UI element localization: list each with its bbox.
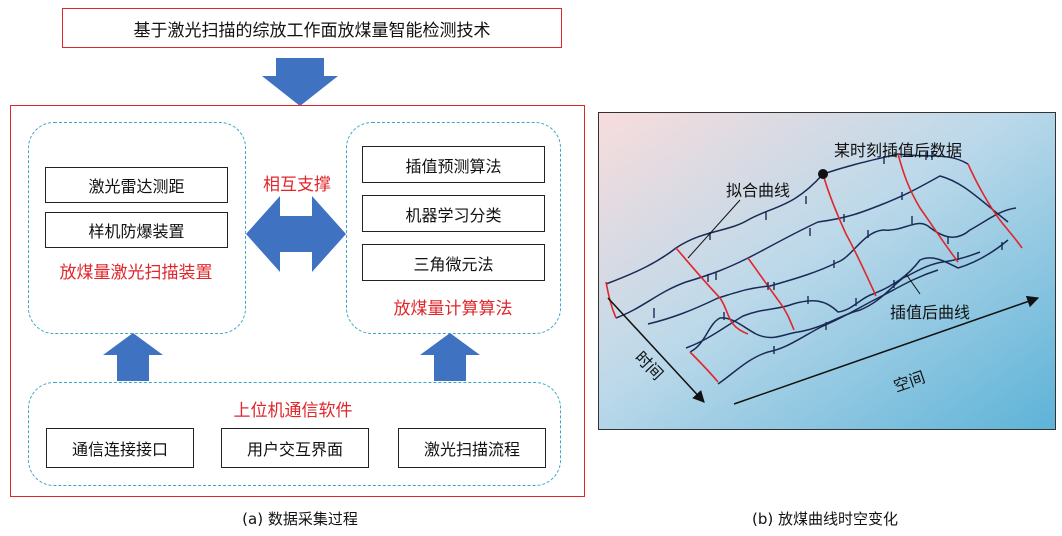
- down-arrow-icon: [262, 58, 338, 106]
- algorithm-group-label: 放煤量计算算法: [393, 299, 513, 319]
- interp-curve-f: [689, 351, 719, 383]
- spatiotemporal-plot: 某时刻插值后数据 拟合曲线 插值后曲线 时间 空间: [598, 112, 1056, 430]
- fit-curve-label: 拟合曲线: [726, 181, 790, 200]
- fit-curves: [605, 153, 1017, 385]
- device-item-lidar: 激光雷达测距: [45, 167, 228, 203]
- interp-curve-e: [967, 163, 1023, 249]
- double-arrow-icon: [246, 196, 346, 272]
- caption-b: (b) 放煤曲线时空变化: [752, 510, 898, 528]
- software-group: [28, 382, 561, 486]
- interp-data-point: [818, 169, 828, 179]
- top-title-box: 基于激光扫描的综放工作面放煤量智能检测技术: [62, 8, 562, 48]
- device-item-explosion-proof: 样机防爆装置: [45, 212, 228, 248]
- algorithm-item-interpolation: 插值预测算法: [362, 146, 545, 183]
- up-arrow-right-icon: [420, 333, 480, 381]
- interp-curve-a: [675, 247, 749, 335]
- interp-curve-b: [747, 257, 795, 331]
- software-item-interface: 通信连接接口: [46, 428, 194, 468]
- interp-curves: [605, 153, 1023, 383]
- fit-curve-leader: [687, 199, 741, 259]
- software-group-label: 上位机通信软件: [233, 401, 353, 421]
- curve-2: [615, 175, 1009, 319]
- top-title: 基于激光扫描的综放工作面放煤量智能检测技术: [133, 20, 491, 41]
- sample-ticks: [653, 152, 1003, 354]
- algorithm-group: [346, 122, 561, 334]
- curve-6: [717, 269, 939, 385]
- time-axis-arrow: [607, 297, 705, 403]
- software-item-ui: 用户交互界面: [221, 428, 369, 468]
- interp-curve-leader: [905, 273, 921, 295]
- device-group: [28, 122, 246, 334]
- algorithm-item-ml-classification: 机器学习分类: [362, 195, 545, 232]
- curve-4: [685, 239, 1009, 349]
- algorithm-item-triangle-element: 三角微元法: [362, 244, 545, 281]
- interp-curve-d: [897, 153, 959, 263]
- device-group-label: 放煤量激光扫描装置: [59, 263, 213, 283]
- up-arrow-left-icon: [103, 333, 163, 381]
- software-item-scan-process: 激光扫描流程: [398, 428, 546, 468]
- interp-curve-label: 插值后曲线: [890, 303, 970, 322]
- interp-point-label: 某时刻插值后数据: [834, 141, 962, 160]
- interp-curve-c: [822, 173, 877, 297]
- caption-a: (a) 数据采集过程: [242, 510, 358, 528]
- mutual-support-label: 相互支撑: [263, 175, 331, 195]
- curve-1: [605, 153, 969, 285]
- outer-frame: [10, 105, 585, 497]
- space-axis-arrow: [733, 295, 1040, 405]
